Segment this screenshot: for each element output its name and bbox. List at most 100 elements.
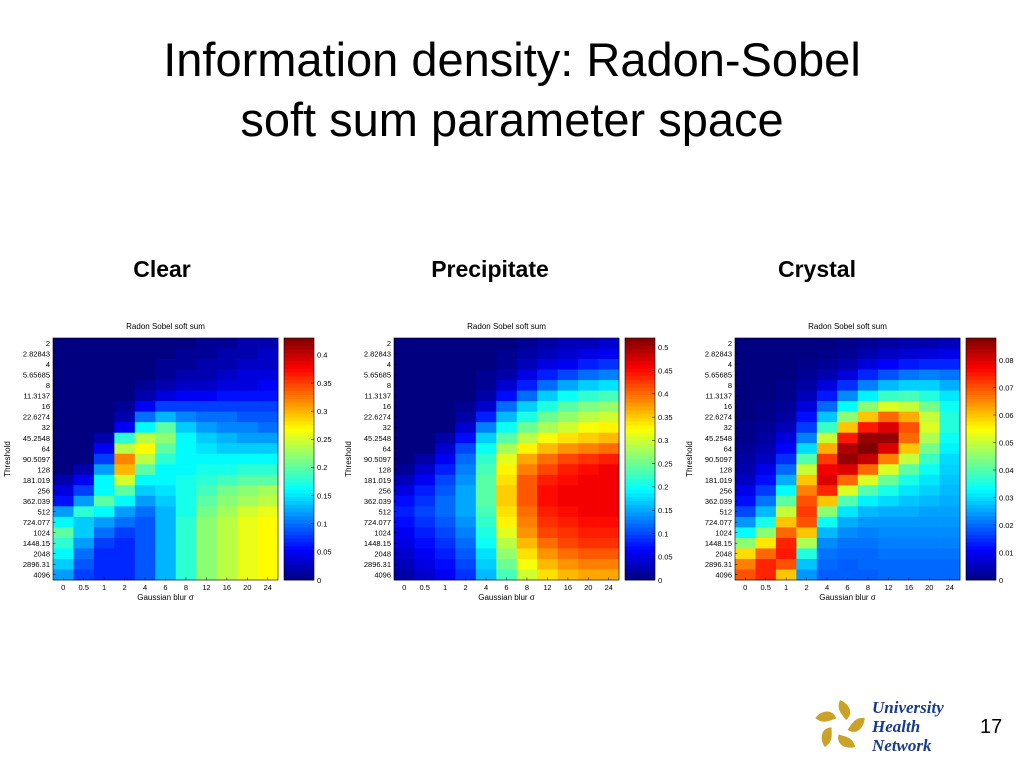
heatmap-cell bbox=[796, 558, 818, 570]
colorbar-tick-label: 0.06 bbox=[999, 411, 1014, 420]
colorbar-tick-label: 0.5 bbox=[658, 343, 668, 352]
colorbar-segment bbox=[625, 515, 655, 520]
slide-title: Information density: Radon-Sobel soft su… bbox=[163, 33, 861, 146]
colorbar-segment bbox=[966, 459, 996, 464]
heatmap-cell bbox=[775, 558, 797, 570]
heatmap-cell bbox=[898, 380, 920, 392]
heatmap-cell bbox=[898, 348, 920, 360]
heatmap-cell bbox=[516, 569, 538, 581]
y-tick-label: 4 bbox=[387, 360, 391, 369]
heatmap-cell bbox=[919, 506, 940, 518]
heatmap-cell bbox=[134, 422, 156, 434]
heatmap-cell bbox=[816, 380, 838, 392]
colorbar-segment bbox=[284, 447, 314, 452]
heatmap-cell bbox=[878, 464, 900, 476]
x-tick-label: 12 bbox=[202, 583, 210, 592]
colorbar-segment bbox=[625, 572, 655, 577]
heatmap-cell bbox=[175, 411, 197, 423]
colorbar-tick-label: 0.1 bbox=[658, 529, 668, 538]
heatmap-cell bbox=[175, 348, 197, 360]
heatmap-cell bbox=[837, 569, 859, 581]
heatmap-cell bbox=[455, 474, 477, 486]
heatmap-cell bbox=[816, 338, 838, 349]
heatmap-cell bbox=[598, 401, 620, 413]
heatmap-cell bbox=[134, 380, 156, 392]
colorbar-segment bbox=[284, 338, 314, 343]
heatmap-cell bbox=[175, 527, 197, 539]
colorbar-segment bbox=[284, 360, 314, 365]
heatmap-cell bbox=[755, 338, 777, 349]
heatmap-cell bbox=[196, 537, 218, 549]
colorbar-segment bbox=[625, 353, 655, 358]
heatmap-cell bbox=[155, 338, 177, 349]
heatmap-cell bbox=[414, 401, 436, 413]
heatmap-cell bbox=[93, 359, 115, 370]
colorbar-segment bbox=[284, 576, 314, 581]
heatmap-cell bbox=[939, 516, 961, 528]
heatmap-cell bbox=[919, 390, 940, 402]
colorbar-segment bbox=[966, 496, 996, 501]
heatmap-cell bbox=[394, 422, 415, 434]
heatmap-cell bbox=[578, 443, 599, 455]
heatmap-cell bbox=[257, 338, 279, 349]
heatmap-cell bbox=[898, 369, 920, 381]
heatmap-cell bbox=[394, 390, 415, 402]
heatmap-cell bbox=[434, 516, 456, 528]
heatmap-cell bbox=[919, 348, 940, 360]
heatmap-cell bbox=[537, 359, 559, 370]
heatmap-cell bbox=[216, 390, 238, 402]
heatmap-cell bbox=[857, 464, 879, 476]
heatmap-cell bbox=[775, 401, 797, 413]
heatmap-cell bbox=[53, 506, 74, 518]
heatmap-cell bbox=[155, 401, 177, 413]
heatmap-cell bbox=[735, 506, 756, 518]
heatmap-cell bbox=[73, 537, 95, 549]
colorbar-segment bbox=[625, 466, 655, 471]
heatmap-cell bbox=[175, 464, 197, 476]
colorbar-segment bbox=[966, 466, 996, 471]
heatmap-cell bbox=[216, 495, 238, 507]
heatmap-cell bbox=[898, 453, 920, 465]
heatmap-cell bbox=[755, 506, 777, 518]
x-tick-label: 12 bbox=[543, 583, 551, 592]
x-tick-label: 0.5 bbox=[419, 583, 429, 592]
heatmap-cell bbox=[939, 369, 961, 381]
heatmap-cell bbox=[257, 495, 279, 507]
heatmap-cell bbox=[878, 369, 900, 381]
heatmap-cell bbox=[175, 506, 197, 518]
heatmap-cell bbox=[93, 558, 115, 570]
heatmap-cell bbox=[557, 443, 579, 455]
heatmap-cell bbox=[53, 348, 74, 360]
colorbar-tick-label: 0.01 bbox=[999, 548, 1014, 557]
heatmap-cell bbox=[598, 348, 620, 360]
heatmap-cell bbox=[434, 474, 456, 486]
heatmap-cell bbox=[237, 527, 258, 539]
heatmap-precipitate: Radon Sobel soft sum22.8284345.65685811.… bbox=[344, 322, 673, 602]
y-tick-label: 8 bbox=[728, 381, 732, 390]
heatmap-cell bbox=[414, 390, 436, 402]
heatmap-cell bbox=[919, 495, 940, 507]
heatmap-cell bbox=[775, 464, 797, 476]
heatmap-cell bbox=[775, 495, 797, 507]
heatmap-cell bbox=[919, 569, 940, 581]
heatmap-cell bbox=[73, 369, 95, 381]
heatmap-cell bbox=[755, 380, 777, 392]
colorbar-segment bbox=[966, 372, 996, 377]
heatmap-cell bbox=[816, 527, 838, 539]
logo-wordmark: University Health Network bbox=[872, 698, 944, 755]
heatmap-cell bbox=[414, 422, 436, 434]
heatmap-cell bbox=[857, 453, 879, 465]
heatmap-cell bbox=[919, 432, 940, 444]
heatmap-cell bbox=[155, 506, 177, 518]
heatmap-cell bbox=[155, 516, 177, 528]
uhn-emblem-icon bbox=[815, 700, 865, 748]
colorbar-segment bbox=[966, 413, 996, 418]
heatmap-cell bbox=[73, 548, 95, 560]
heatmap-cell bbox=[816, 485, 838, 497]
colorbar-segment bbox=[966, 493, 996, 498]
heatmap-cell bbox=[816, 506, 838, 518]
heatmap-cell bbox=[516, 443, 538, 455]
heatmap-cell bbox=[598, 338, 620, 349]
heatmap-cell bbox=[196, 485, 218, 497]
y-tick-label: 32 bbox=[383, 423, 391, 432]
